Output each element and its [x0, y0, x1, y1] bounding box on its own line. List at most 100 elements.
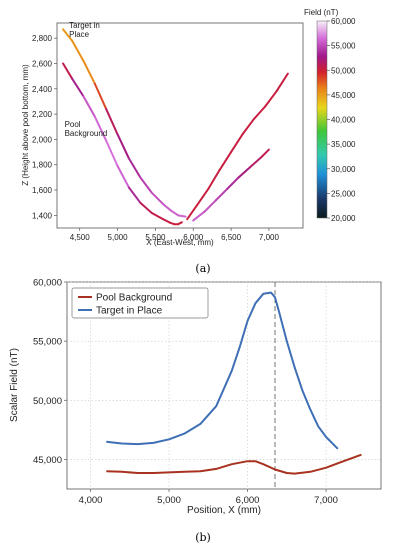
colorbar-tick-label: 55,000: [331, 42, 356, 51]
panel-a-y-tick-label: 2,400: [32, 85, 53, 94]
panel-a-series-0-segment: [93, 82, 108, 111]
panel-a-caption: (a): [195, 262, 210, 275]
panel-a-series-2-segment: [150, 211, 164, 221]
panel-a-series-0-segment: [169, 209, 180, 217]
panel-a-x-tick-label: 6,000: [183, 233, 204, 242]
panel-a-series-2-segment: [105, 139, 119, 167]
panel-b-y-tick-label: 45,000: [33, 455, 62, 466]
panel-a-series-0-segment: [161, 202, 172, 212]
legend-label-pool-background: Pool Background: [96, 293, 172, 304]
colorbar-tick-label: 30,000: [331, 165, 356, 174]
panel-a-series-0-segment: [62, 28, 74, 42]
panel-a-series-2-segment: [139, 201, 153, 214]
panel-b-legend: Pool Background Target in Place: [71, 287, 209, 319]
panel-a-series-3-segment: [264, 90, 278, 108]
panel-a-series-1-segment: [249, 156, 263, 169]
panel-a-y-tick-label: 1,600: [32, 186, 53, 195]
panel-b-grid: [67, 281, 381, 489]
colorbar-tick-label: 35,000: [331, 140, 356, 149]
panel-a-series-2-segment: [177, 221, 183, 226]
panel-b-series-line-1: [106, 291, 339, 450]
colorbar-tick-label: 25,000: [331, 189, 356, 198]
panel-a-series-3-segment: [230, 133, 244, 154]
panel-b-y-tick-label: 55,000: [33, 337, 62, 348]
panel-a-series-0-segment: [105, 108, 119, 136]
panel-a-series-0-segment: [139, 176, 153, 194]
panel-a-y-tick-label: 1,800: [32, 161, 53, 170]
panel-a-annotation-background: Pool Background: [65, 120, 108, 138]
colorbar-title: Field (nT): [304, 8, 339, 17]
panel-a-series-1-segment: [214, 187, 229, 202]
panel-a-series-3-segment: [252, 105, 267, 121]
panel-a-x-tick-label: 5,000: [108, 233, 129, 242]
panel-a-series-2-segment: [116, 164, 130, 189]
panel-b: 4,000 5,000 6,000 7,000 45,000 50,000 55,000 60…: [9, 278, 382, 544]
colorbar-tick-label: 45,000: [331, 91, 356, 100]
panel-a-series-0-segment: [150, 191, 164, 205]
panel-b-axes: 4,000 5,000 6,000 7,000 45,000 50,000 55,000 60…: [33, 278, 338, 507]
panel-a-plot-frame: [56, 22, 304, 229]
panel-b-y-tick-label: 50,000: [33, 396, 62, 407]
panel-a-x-tick-label: 6,500: [221, 233, 242, 242]
legend-box: [71, 287, 209, 319]
panel-a-x-axis-label: X (East-West, mm): [146, 238, 214, 247]
panel-b-x-tick-label: 5,000: [157, 495, 181, 506]
panel-b-x-tick-label: 6,000: [236, 495, 260, 506]
panel-a-series-1-segment: [192, 210, 206, 222]
panel-a-annotation-target-line-2: Place: [69, 30, 90, 39]
panel-a-series-1-segment: [260, 148, 270, 159]
panel-b-x-tick-label: 7,000: [314, 495, 338, 506]
panel-a-series-2-segment: [93, 115, 108, 142]
panel-b-caption: (b): [195, 531, 211, 544]
panel-a-series-2-segment: [161, 218, 172, 224]
panel-a-y-tick-label: 2,200: [32, 110, 53, 119]
panel-a-y-tick-label: 1,400: [32, 211, 53, 220]
panel-a-series-1-segment: [237, 166, 252, 179]
legend-label-target-in-place: Target in Place: [96, 306, 163, 317]
panel-a-series-2-segment: [82, 95, 96, 118]
panel-a-series-1-segment: [203, 199, 217, 213]
panel-a-x-tick-label: 7,000: [259, 233, 280, 242]
panel-a-x-tick-label: 5,500: [145, 233, 166, 242]
panel-a-series-3-segment: [275, 72, 289, 93]
panel-a-annotation-target: Target in Place: [69, 21, 102, 39]
panel-b-x-tick-label: 4,000: [79, 495, 103, 506]
panel-a-series-0-segment: [177, 214, 187, 218]
panel-a-series-3-segment: [207, 168, 221, 190]
panel-a-series-3-segment: [218, 151, 233, 171]
panel-a-series-3-segment: [241, 118, 255, 136]
panel-a-series-3-segment: [186, 204, 199, 221]
panel-a-series-0-segment: [71, 39, 85, 62]
panel-a-series-0-segment: [116, 133, 130, 160]
panel-a-series: [62, 28, 289, 226]
colorbar-tick-label: 20,000: [331, 214, 356, 223]
panel-a-series-2-segment: [127, 186, 142, 204]
panel-a-y-axis-label: Z (Height above pool bottom, mm): [21, 64, 30, 186]
panel-b-series-line-0: [106, 453, 362, 475]
panel-a-series-2-segment: [62, 62, 74, 80]
panel-a-annotation-background-line-2: Background: [65, 129, 108, 138]
panel-b-y-tick-label: 60,000: [33, 278, 62, 289]
panel-a-axes: 4,500 5,000 5,500 6,000 6,500 7,000 1,400 1,600…: [32, 34, 280, 242]
panel-b-plot-frame: [66, 281, 382, 490]
colorbar-tick-label: 60,000: [331, 17, 356, 26]
colorbar: [316, 20, 328, 219]
panel-a-series-3-segment: [196, 187, 210, 207]
panel-a: 4,500 5,000 5,500 6,000 6,500 7,000 1,400 1,600…: [21, 8, 356, 275]
panel-b-y-axis-label: Scalar Field (nT): [9, 348, 20, 422]
panel-a-y-tick-label: 2,000: [32, 135, 53, 144]
panel-a-y-tick-label: 2,600: [32, 59, 53, 68]
panel-a-y-tick-label: 2,800: [32, 34, 53, 43]
panel-a-series-0-segment: [127, 157, 142, 179]
colorbar-tick-label: 40,000: [331, 116, 356, 125]
panel-a-series-0-segment: [82, 59, 96, 85]
colorbar-ticks: 20,000 25,000 30,000 35,000 40,000 45,000 50,0…: [327, 17, 356, 223]
panel-a-annotation-background-line-1: Pool: [65, 120, 81, 129]
panel-a-series-2-segment: [71, 77, 85, 98]
panel-a-x-tick-label: 4,500: [70, 233, 91, 242]
panel-b-series: [106, 291, 362, 475]
panel-b-x-axis-label: Position, X (mm): [187, 505, 261, 516]
panel-a-annotation-target-line-1: Target in: [69, 21, 100, 30]
panel-a-series-1-segment: [226, 176, 240, 190]
